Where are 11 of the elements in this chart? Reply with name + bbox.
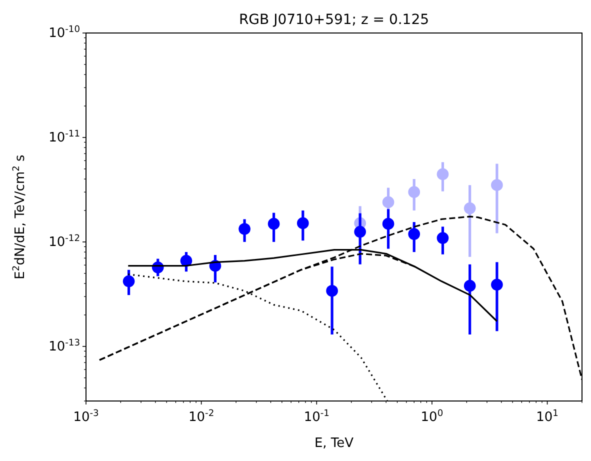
- chart-title: RGB J0710+591; z = 0.125: [238, 12, 430, 28]
- y-tick-label: 10$^{-11}$: [48, 129, 80, 146]
- y-tick-label: 10$^{-12}$: [48, 234, 80, 250]
- x-tick-label: 10$^{-3}$: [73, 409, 100, 425]
- x-tick-label: 10$^{-1}$: [304, 409, 330, 425]
- x-tick-label: 10$^{1}$: [536, 409, 558, 425]
- x-tick-label: 10$^{-2}$: [188, 409, 214, 425]
- x-tick-label: 10$^{0}$: [420, 409, 444, 425]
- y-tick-label: 10$^{-13}$: [48, 338, 80, 354]
- x-axis-title: E, TeV: [314, 436, 354, 451]
- y-tick-label: 10$^{-10}$: [48, 25, 80, 41]
